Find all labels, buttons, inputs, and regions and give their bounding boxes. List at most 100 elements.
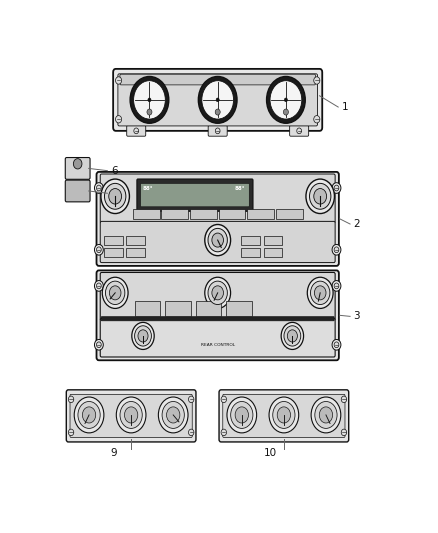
FancyBboxPatch shape xyxy=(208,126,227,136)
Circle shape xyxy=(281,322,304,350)
Circle shape xyxy=(341,429,346,435)
Circle shape xyxy=(231,401,253,429)
Bar xyxy=(276,209,303,219)
FancyBboxPatch shape xyxy=(137,179,253,211)
Circle shape xyxy=(138,330,148,342)
Circle shape xyxy=(277,407,290,423)
Bar xyxy=(161,209,188,219)
Circle shape xyxy=(95,280,103,291)
Bar xyxy=(196,301,221,316)
FancyBboxPatch shape xyxy=(127,126,146,136)
Circle shape xyxy=(134,80,165,119)
FancyBboxPatch shape xyxy=(113,69,322,131)
Text: REAR CONTROL: REAR CONTROL xyxy=(201,343,235,347)
Circle shape xyxy=(96,185,101,191)
FancyBboxPatch shape xyxy=(66,390,196,442)
Circle shape xyxy=(95,183,103,193)
Circle shape xyxy=(310,183,331,209)
Circle shape xyxy=(216,98,219,102)
Circle shape xyxy=(332,183,341,193)
Bar xyxy=(264,248,282,257)
Circle shape xyxy=(159,397,188,433)
FancyBboxPatch shape xyxy=(223,394,345,438)
Circle shape xyxy=(314,116,320,123)
Circle shape xyxy=(68,429,74,435)
Circle shape xyxy=(74,159,82,169)
Circle shape xyxy=(134,326,152,346)
Circle shape xyxy=(332,340,341,350)
Circle shape xyxy=(116,116,122,123)
Circle shape xyxy=(215,128,220,134)
Circle shape xyxy=(332,280,341,291)
Circle shape xyxy=(148,98,151,102)
Circle shape xyxy=(273,401,295,429)
Circle shape xyxy=(283,109,289,115)
FancyBboxPatch shape xyxy=(101,317,334,321)
Circle shape xyxy=(269,397,299,433)
Circle shape xyxy=(110,286,121,300)
FancyBboxPatch shape xyxy=(100,318,335,357)
Bar xyxy=(264,236,282,245)
Circle shape xyxy=(270,80,302,119)
Circle shape xyxy=(101,179,130,214)
Circle shape xyxy=(314,77,320,84)
Circle shape xyxy=(314,189,327,204)
Text: 6: 6 xyxy=(111,166,117,176)
Circle shape xyxy=(132,322,154,350)
Circle shape xyxy=(162,401,184,429)
Circle shape xyxy=(221,429,226,435)
Circle shape xyxy=(198,76,237,123)
Bar xyxy=(190,209,217,219)
Circle shape xyxy=(147,109,152,115)
FancyBboxPatch shape xyxy=(65,180,90,202)
Circle shape xyxy=(95,340,103,350)
FancyBboxPatch shape xyxy=(100,272,335,320)
Circle shape xyxy=(267,76,305,123)
Circle shape xyxy=(287,330,297,342)
Circle shape xyxy=(102,277,128,309)
Text: 88°: 88° xyxy=(235,186,245,191)
Circle shape xyxy=(306,179,335,214)
Circle shape xyxy=(284,98,287,102)
Circle shape xyxy=(96,283,101,289)
Bar xyxy=(134,301,160,316)
Bar xyxy=(241,248,260,257)
Circle shape xyxy=(82,407,96,423)
Circle shape xyxy=(341,396,346,402)
FancyBboxPatch shape xyxy=(120,74,315,85)
Bar xyxy=(104,248,123,257)
Circle shape xyxy=(311,281,330,304)
FancyBboxPatch shape xyxy=(100,221,335,263)
FancyBboxPatch shape xyxy=(96,172,339,266)
FancyBboxPatch shape xyxy=(290,126,309,136)
Circle shape xyxy=(284,326,301,346)
Circle shape xyxy=(334,247,339,253)
Circle shape xyxy=(315,401,337,429)
FancyBboxPatch shape xyxy=(100,174,335,223)
Text: 3: 3 xyxy=(353,311,360,321)
Circle shape xyxy=(208,281,227,304)
Circle shape xyxy=(105,183,126,209)
Circle shape xyxy=(124,407,138,423)
Circle shape xyxy=(95,245,103,255)
Bar xyxy=(126,236,145,245)
Circle shape xyxy=(227,397,257,433)
Circle shape xyxy=(208,229,227,252)
Circle shape xyxy=(188,396,194,402)
Text: 2: 2 xyxy=(353,219,360,229)
Circle shape xyxy=(307,277,333,309)
Circle shape xyxy=(120,401,142,429)
Circle shape xyxy=(297,128,301,134)
Bar xyxy=(104,236,123,245)
Circle shape xyxy=(319,407,332,423)
Circle shape xyxy=(314,286,326,300)
FancyBboxPatch shape xyxy=(65,158,90,179)
Circle shape xyxy=(117,397,146,433)
Bar xyxy=(226,301,251,316)
Circle shape xyxy=(334,283,339,289)
Circle shape xyxy=(74,397,104,433)
Circle shape xyxy=(215,109,220,115)
Bar xyxy=(247,209,274,219)
Text: 10: 10 xyxy=(264,448,277,458)
Circle shape xyxy=(212,233,223,247)
